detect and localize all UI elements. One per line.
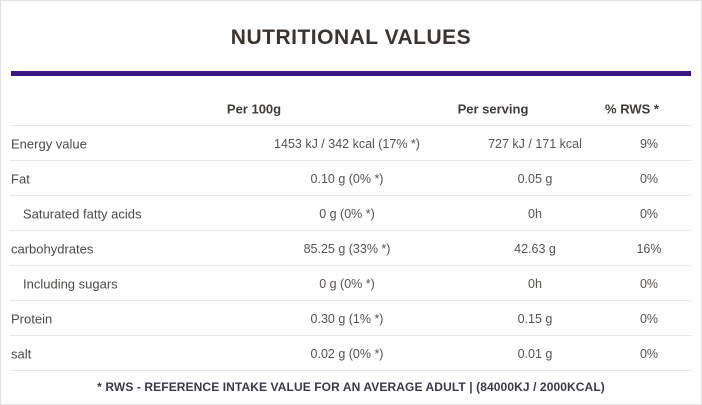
column-header-per-100g: Per 100g bbox=[226, 101, 282, 117]
table-row: Energy value 1453 kJ / 342 kcal (17% *) … bbox=[1, 126, 701, 161]
value-per-100g: 0 g (0% *) bbox=[319, 276, 375, 291]
table-row: Fat 0.10 g (0% *) 0.05 g 0% bbox=[1, 161, 701, 196]
value-rws: 0% bbox=[639, 206, 659, 221]
row-label: salt bbox=[11, 346, 32, 361]
value-rws: 0% bbox=[639, 346, 659, 361]
value-per-100g: 1453 kJ / 342 kcal (17% *) bbox=[274, 136, 420, 151]
row-label: Saturated fatty acids bbox=[23, 206, 142, 221]
value-per-serving: 727 kJ / 171 kcal bbox=[488, 136, 582, 151]
accent-bar bbox=[11, 71, 691, 76]
table-row: Including sugars 0 g (0% *) 0h 0% bbox=[1, 266, 701, 301]
row-label: Fat bbox=[11, 171, 30, 186]
table-row: salt 0.02 g (0% *) 0.01 g 0% bbox=[1, 336, 701, 371]
value-rws: 0% bbox=[639, 311, 659, 326]
value-per-serving: 42.63 g bbox=[514, 241, 556, 256]
value-per-100g: 0.02 g (0% *) bbox=[310, 346, 384, 361]
column-header-per-serving: Per serving bbox=[457, 101, 529, 117]
row-label: Protein bbox=[11, 311, 53, 326]
value-per-serving: 0h bbox=[528, 206, 542, 221]
value-per-serving: 0.01 g bbox=[517, 346, 553, 361]
row-label: carbohydrates bbox=[11, 241, 94, 256]
table-row: Saturated fatty acids 0 g (0% *) 0h 0% bbox=[1, 196, 701, 231]
value-rws: 0% bbox=[639, 276, 659, 291]
row-label: Energy value bbox=[11, 136, 87, 151]
table-header-row: Per 100g Per serving % RWS * bbox=[1, 76, 701, 126]
value-per-100g: 0.30 g (1% *) bbox=[310, 311, 384, 326]
value-per-serving: 0.05 g bbox=[517, 171, 553, 186]
value-per-100g: 85.25 g (33% *) bbox=[303, 241, 391, 256]
value-rws: 9% bbox=[639, 136, 659, 151]
value-per-serving: 0.15 g bbox=[517, 311, 553, 326]
column-header-rws: % RWS * bbox=[605, 101, 659, 117]
table-row: carbohydrates 85.25 g (33% *) 42.63 g 16… bbox=[1, 231, 701, 266]
footnote: * RWS - REFERENCE INTAKE VALUE FOR AN AV… bbox=[97, 380, 605, 394]
table-row: Protein 0.30 g (1% *) 0.15 g 0% bbox=[1, 301, 701, 336]
value-per-100g: 0.10 g (0% *) bbox=[310, 171, 384, 186]
value-per-100g: 0 g (0% *) bbox=[319, 206, 375, 221]
row-label: Including sugars bbox=[23, 276, 118, 291]
value-rws: 0% bbox=[639, 171, 659, 186]
value-rws: 16% bbox=[636, 241, 662, 256]
page-title: NUTRITIONAL VALUES bbox=[230, 26, 472, 49]
value-per-serving: 0h bbox=[528, 276, 542, 291]
